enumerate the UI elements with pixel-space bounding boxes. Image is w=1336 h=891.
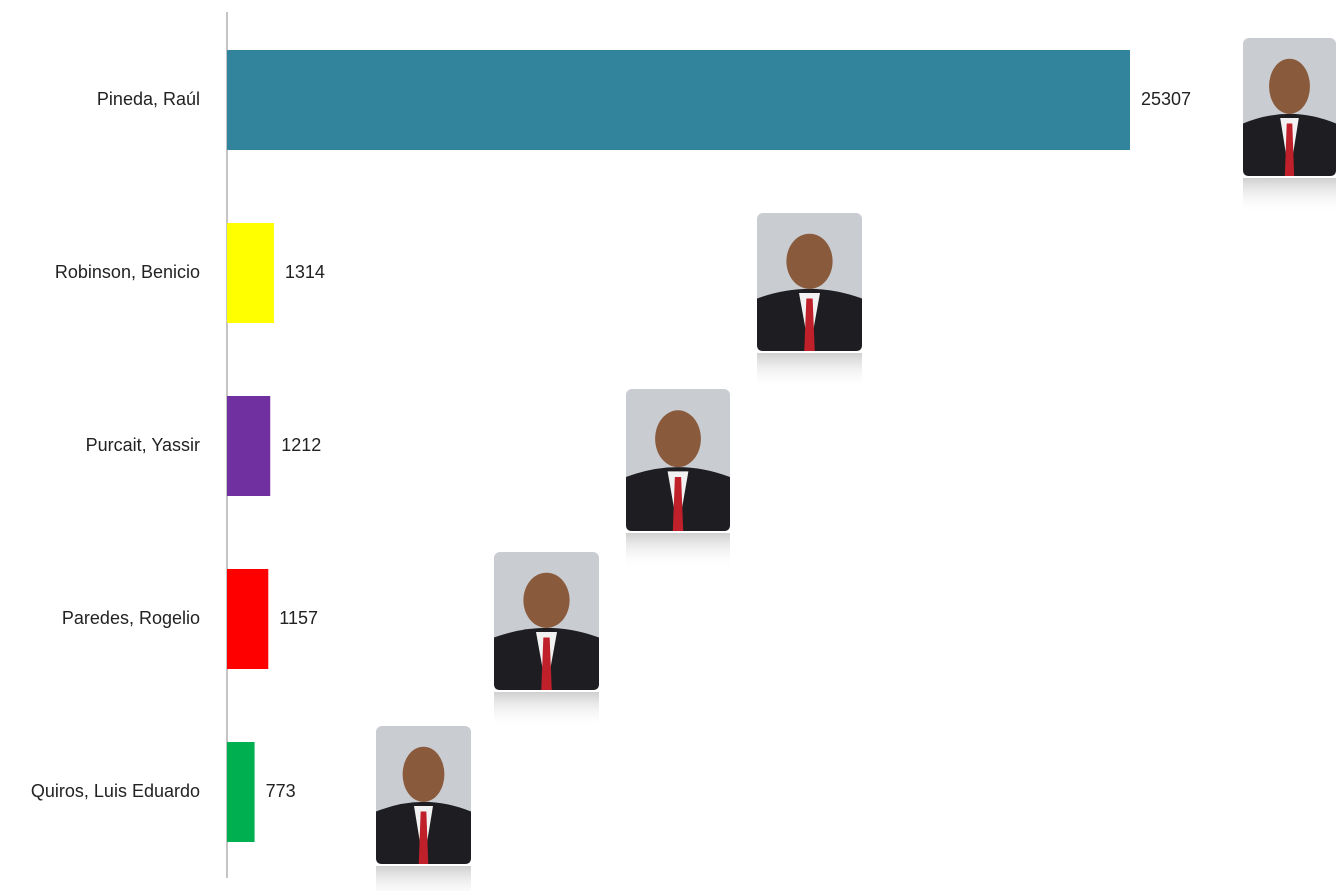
bar — [227, 569, 269, 669]
value-label: 1314 — [285, 262, 325, 282]
photo-tie — [1284, 123, 1295, 176]
value-label: 1212 — [281, 435, 321, 455]
photo-tie — [672, 477, 684, 531]
category-label: Pineda, Raúl — [97, 89, 200, 109]
photo-reflection — [376, 866, 471, 891]
photo-head — [786, 233, 833, 289]
category-label: Quiros, Luis Eduardo — [31, 781, 200, 801]
value-label: 1157 — [279, 608, 318, 628]
bar — [227, 396, 271, 496]
value-label: 25307 — [1141, 89, 1191, 109]
photo-tie — [418, 811, 429, 864]
photo-reflection — [757, 353, 862, 389]
bar — [227, 50, 1130, 150]
photo-tie — [541, 637, 552, 690]
photo-tie — [804, 298, 815, 351]
photo-reflection — [1243, 178, 1336, 214]
bar — [227, 223, 274, 323]
photo-head — [1269, 58, 1310, 114]
photos — [376, 38, 1336, 891]
value-label: 773 — [266, 781, 296, 801]
photo-head — [655, 410, 701, 468]
bar — [227, 742, 255, 842]
category-label: Robinson, Benicio — [55, 262, 200, 282]
photo-head — [402, 746, 445, 802]
category-label: Purcait, Yassir — [86, 435, 200, 455]
photo-reflection — [494, 692, 599, 728]
category-label: Paredes, Rogelio — [62, 608, 200, 628]
photo-head — [523, 572, 570, 628]
photo-reflection — [626, 533, 730, 569]
